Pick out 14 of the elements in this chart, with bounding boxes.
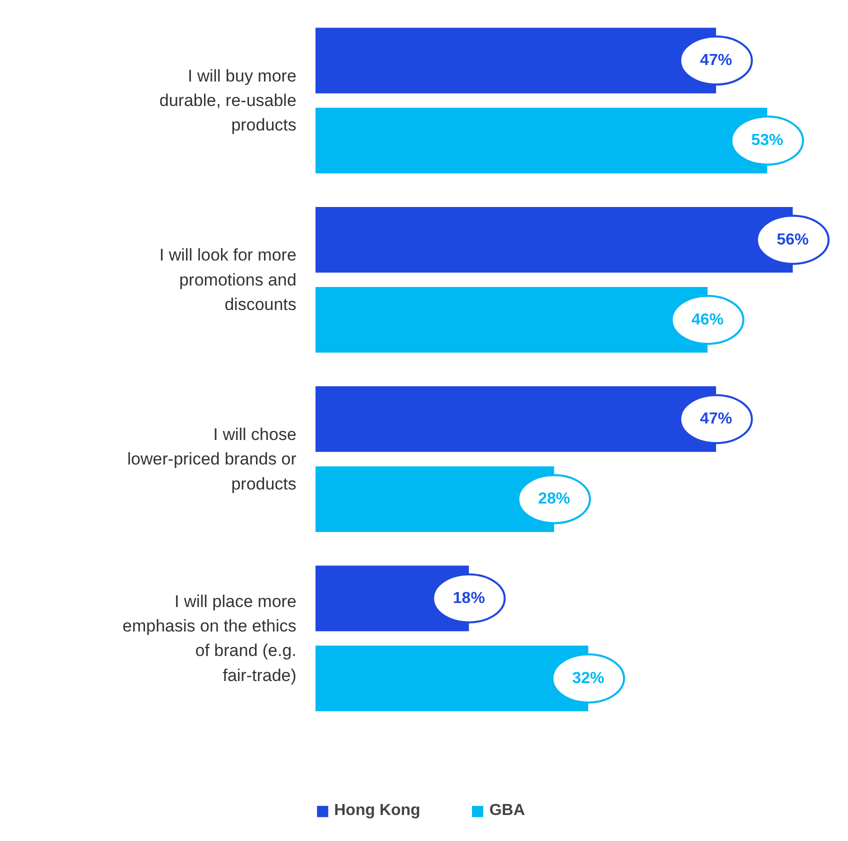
legend-label: GBA [489,802,525,820]
y-tick-label: I will chose lower-priced brands or products [127,424,297,494]
data-label: 28% [538,490,570,508]
data-label: 46% [692,311,724,328]
y-tick-label: I will look for more promotions and discounts [159,246,296,314]
legend-label: Hong Kong [334,802,420,820]
data-label: 18% [452,590,485,607]
y-tick-label: I will buy more durable, re-usable products [159,66,296,135]
data-label: 56% [776,231,809,248]
y-tick-label: I will place more emphasis on the ethics of brand (e.g. fair-trade) [122,592,296,685]
data-label: 47% [700,52,732,70]
data-label: 53% [751,132,784,150]
data-label: 47% [700,410,732,428]
data-label: 32% [572,670,604,687]
